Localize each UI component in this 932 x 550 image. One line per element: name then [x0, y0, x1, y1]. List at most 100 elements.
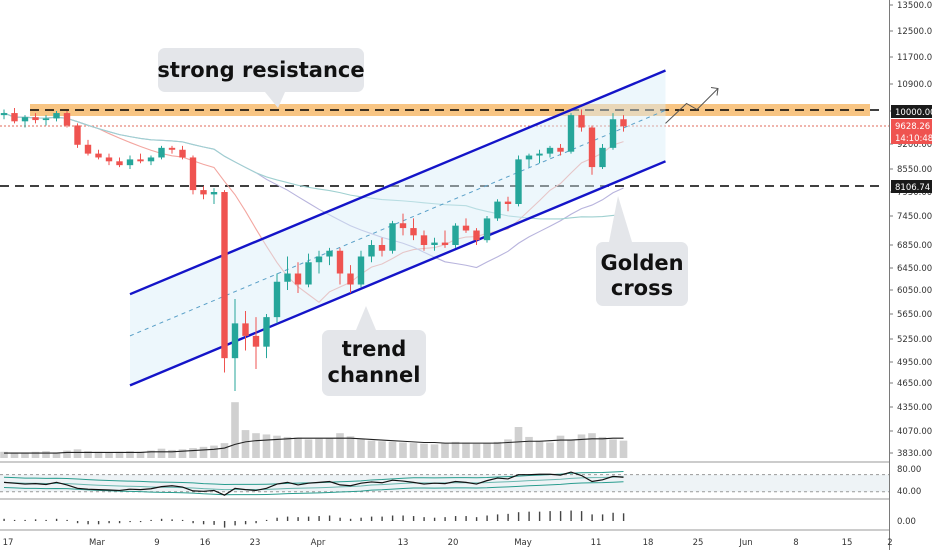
volume-bar [262, 434, 271, 458]
macd-histogram-bar [181, 519, 184, 521]
volume-bar [231, 402, 239, 458]
macd-histogram-bar [538, 511, 541, 521]
macd-histogram-bar [517, 512, 520, 521]
macd-histogram-bar [444, 517, 446, 521]
macd-histogram-bar [318, 516, 320, 521]
moving-averages [3, 112, 624, 304]
candles [0, 108, 627, 391]
volume-bar [31, 451, 40, 458]
price-tick-label: 13500.00 [897, 1, 932, 11]
volume-bar [598, 436, 607, 458]
callout-golden-cross[interactable]: Golden cross [596, 196, 688, 306]
macd-histogram-bar [192, 521, 194, 524]
volume-bar [388, 441, 397, 458]
macd-histogram-bar [213, 521, 215, 525]
price-tick-label: 6450.00 [897, 264, 932, 274]
volume-bar [10, 452, 19, 458]
macd-scale-label: 0.00 [897, 517, 916, 527]
candle-body [84, 144, 92, 154]
moving-average-line [3, 112, 624, 220]
price-tick-label: 9200.00 [897, 140, 932, 150]
projection-arrowhead [710, 87, 719, 96]
last-price-value: 9628.26 [895, 122, 930, 132]
candle-body [441, 242, 449, 245]
trend-channel[interactable] [129, 69, 719, 387]
volume-bar [336, 433, 344, 458]
volume-bar [556, 435, 565, 458]
candle-body [557, 147, 564, 152]
candle-body [126, 159, 134, 166]
rsi-scale-label: 80.00 [897, 465, 921, 475]
volume-bar [304, 439, 313, 458]
candle-body [294, 273, 302, 285]
candle-body [273, 281, 281, 318]
volume-bars [0, 402, 628, 458]
candle-body [74, 125, 81, 145]
macd-histogram-bar [601, 514, 604, 521]
macd-histogram-bar [139, 521, 142, 523]
price-tick-label: 6850.00 [897, 241, 932, 251]
macd-histogram-bar [570, 510, 572, 521]
macd-histogram-bar [486, 515, 488, 521]
volume-bar [94, 451, 103, 458]
macd-histogram-bar [108, 521, 110, 524]
svg-text:10000.00: 10000.00 [895, 108, 932, 118]
candle-body [452, 225, 459, 245]
volume-bar [346, 436, 355, 458]
time-label: Mar [89, 538, 106, 548]
time-label: Apr [311, 538, 326, 548]
candle-body [315, 256, 323, 263]
volume-bar [136, 451, 145, 458]
callout-trend-channel[interactable]: trend channel [322, 306, 426, 396]
macd-histogram-bar [465, 516, 467, 521]
candle-body [578, 115, 585, 128]
time-axis: 17 Mar 9 16 23 Apr 13 20 May 11 18 25 Jun 8 15 2 [3, 538, 893, 548]
macd-histogram-bar [45, 519, 47, 521]
channel-mid-line [129, 109, 666, 337]
svg-text:8106.74: 8106.74 [895, 183, 930, 193]
volume-bar [283, 436, 292, 458]
volume-bar [441, 443, 449, 458]
candle-body [357, 256, 365, 285]
candle-body [431, 242, 438, 245]
volume-bar [294, 437, 302, 458]
time-label: 20 [448, 538, 459, 548]
candle-body [410, 228, 417, 236]
candle-body [158, 147, 165, 158]
macd-histogram-bar [328, 515, 331, 521]
candle-body [284, 273, 291, 282]
macd-histogram-bar [160, 518, 163, 521]
macd-histogram-bar [265, 519, 268, 521]
volume-bar [315, 438, 323, 458]
price-tick-label: 5250.00 [897, 335, 932, 345]
candle-body [515, 159, 522, 204]
callout-strong-resistance[interactable]: strong resistance [157, 48, 365, 108]
macd-histogram-bar [286, 516, 289, 521]
volume-bar [126, 451, 134, 458]
macd-panel: 0.00 [3, 510, 916, 528]
time-label: May [514, 538, 532, 548]
macd-histogram-bar [370, 516, 373, 521]
time-label: 23 [250, 538, 261, 548]
volume-bar [420, 443, 428, 458]
volume-bar [178, 449, 187, 458]
macd-histogram-bar [34, 519, 37, 521]
candle-body [536, 153, 543, 156]
candle-body [200, 190, 207, 195]
time-label: 8 [793, 538, 798, 548]
macd-histogram-bar [360, 517, 362, 521]
candle-body [336, 250, 344, 274]
volume-bar [84, 451, 92, 458]
macd-histogram-bar [507, 513, 509, 521]
candle-body [231, 323, 239, 359]
candle-body [473, 230, 480, 241]
volume-bar [378, 441, 386, 458]
volume-bar [115, 451, 124, 458]
candle-body [305, 262, 312, 285]
time-label: 25 [693, 538, 704, 548]
candle-body [32, 117, 39, 121]
volume-bar [189, 448, 197, 458]
time-label: 15 [842, 538, 853, 548]
candle-body [0, 113, 8, 116]
